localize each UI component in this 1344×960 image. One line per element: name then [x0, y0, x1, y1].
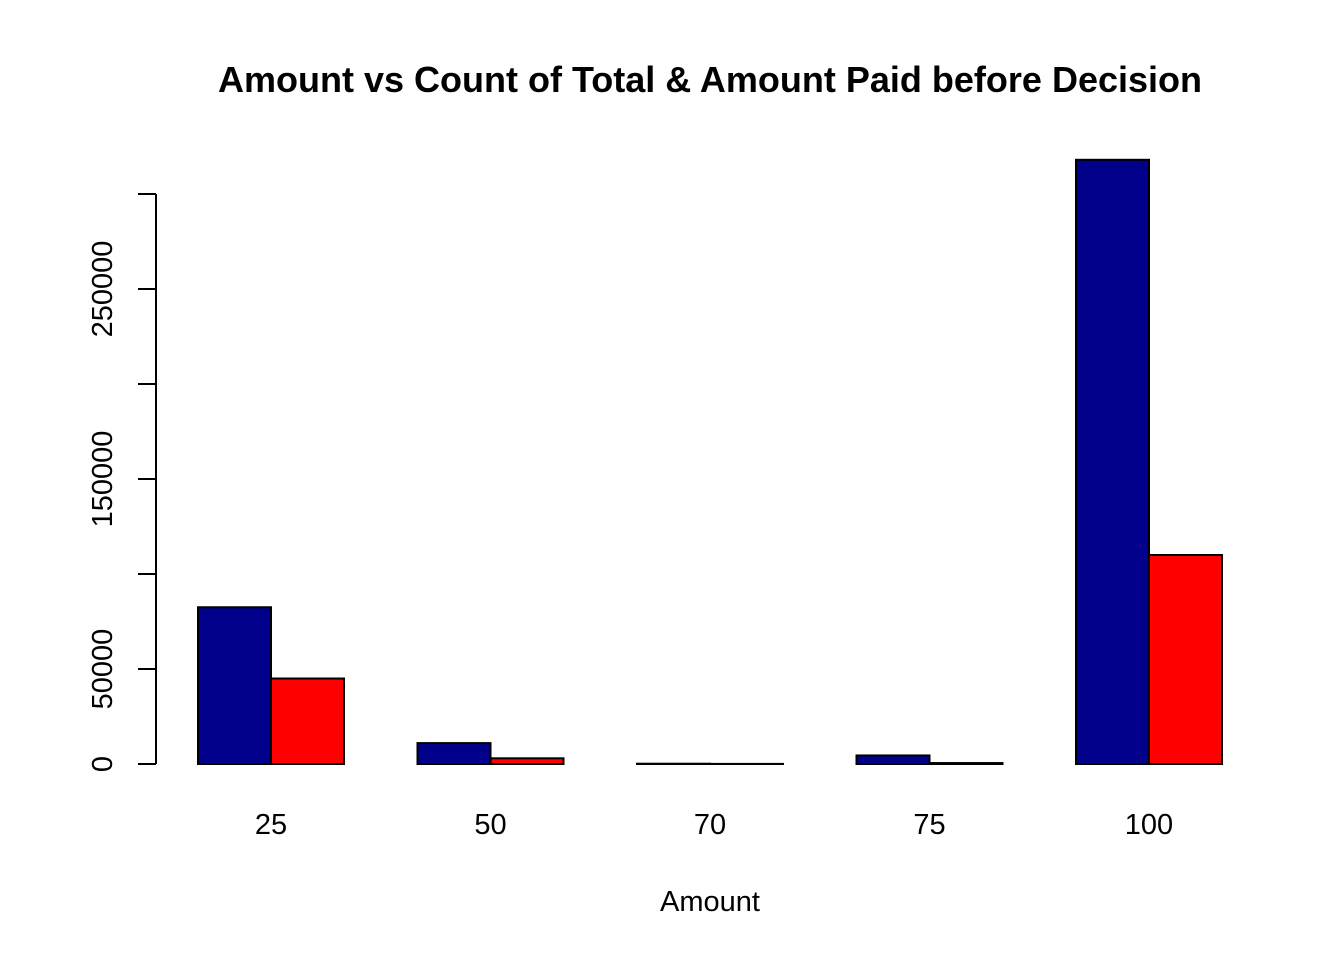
y-tick-label: 250000: [87, 241, 119, 338]
bar-25-series-1: [197, 606, 272, 765]
bar-50-series-1: [416, 742, 492, 765]
x-tick-label: 100: [1125, 809, 1173, 841]
x-tick-labels: 25 50 70 75 100: [255, 809, 1173, 841]
x-tick-label: 70: [694, 809, 726, 841]
bar-25-series-2: [270, 677, 345, 765]
bars-group: [197, 158, 1223, 766]
bar-100-series-2: [1148, 554, 1223, 765]
chart-title: Amount vs Count of Total & Amount Paid b…: [218, 59, 1202, 100]
y-tick-label: 0: [87, 756, 119, 772]
x-tick-label: 25: [255, 809, 287, 841]
x-tick-label: 50: [474, 809, 506, 841]
x-tick-label: 75: [913, 809, 945, 841]
x-axis-label: Amount: [660, 886, 760, 918]
bar-100-series-1: [1075, 158, 1150, 766]
y-axis: 0 50000 150000 250000: [87, 193, 157, 772]
y-tick-label: 50000: [87, 629, 119, 710]
y-tick-label: 150000: [87, 431, 119, 528]
bar-75-series-2: [928, 762, 1004, 765]
bar-50-series-2: [489, 757, 565, 765]
bar-75-series-1: [855, 754, 931, 766]
